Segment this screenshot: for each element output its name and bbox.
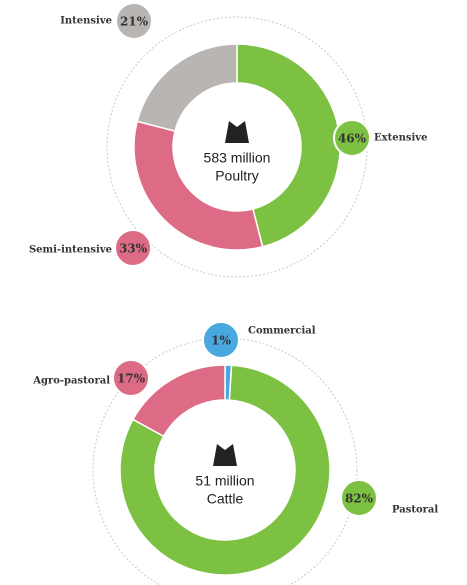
category-label: Semi-intensive: [29, 245, 112, 256]
callout-bubble: [340, 479, 378, 517]
callout-bubble: [202, 321, 240, 359]
center-label: 51 million: [195, 473, 254, 489]
value-label: 17%: [117, 372, 146, 386]
donut-slice: [136, 43, 238, 132]
callout-bubble: [333, 119, 371, 157]
value-label: 82%: [345, 492, 374, 506]
category-label: Extensive: [374, 133, 427, 144]
center-icon: [213, 444, 237, 466]
value-label: 46%: [338, 132, 367, 146]
value-label: 1%: [211, 334, 231, 348]
center-label: 583 million: [204, 150, 271, 166]
callout-bubble: [115, 2, 153, 40]
donut-slice: [131, 364, 226, 438]
center-label: Poultry: [215, 168, 259, 184]
value-label: 21%: [120, 15, 149, 29]
category-label: Intensive: [60, 16, 112, 27]
center-icon: [225, 121, 249, 143]
callout-bubble: [114, 229, 152, 267]
callout-bubble: [112, 359, 150, 397]
category-label: Agro-pastoral: [32, 376, 110, 387]
donut-slice: [133, 120, 264, 251]
category-label: Commercial: [248, 326, 316, 337]
donut-slice: [119, 364, 331, 576]
category-label: Pastoral: [392, 505, 438, 516]
center-label: Cattle: [207, 491, 244, 507]
donut-slice: [236, 43, 341, 248]
value-label: 33%: [119, 242, 148, 256]
